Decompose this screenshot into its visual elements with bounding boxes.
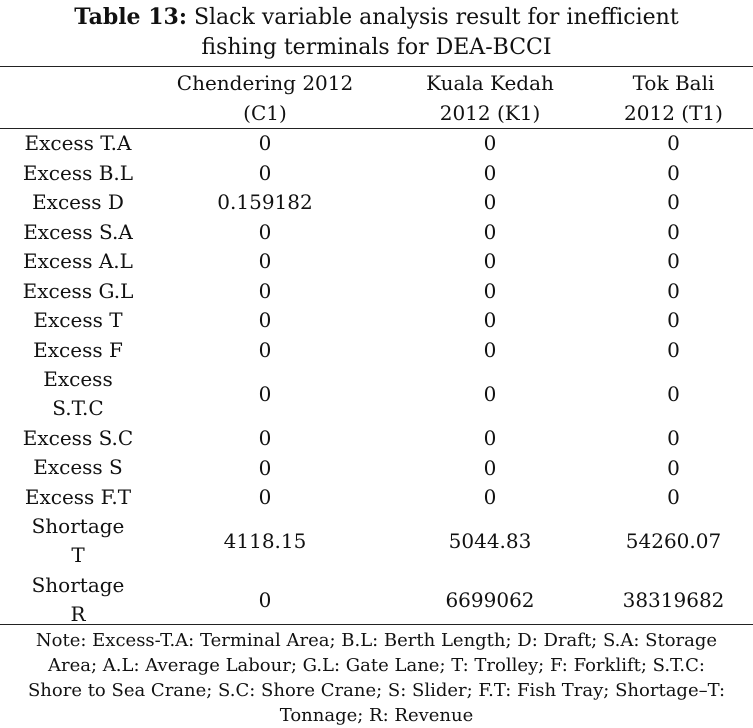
table-cell-k1: 0 (483, 160, 497, 185)
table-cell-c1: 0 (258, 278, 272, 303)
table-cell-k1: 0 (483, 337, 497, 362)
table-cell-t1: 0 (667, 426, 680, 451)
row-label-line1: Excess S (33, 455, 123, 480)
caption-line-1: Slack variable analysis result for ineff… (193, 5, 679, 30)
table-cell-k1: 0 (483, 249, 497, 274)
table-cell-c1: 0 (258, 337, 272, 362)
row-label: Shortage T (8, 512, 148, 570)
row-label: Excess F (8, 336, 148, 365)
table-cell-t1: 0 (667, 190, 680, 215)
table-cell-k1: 0 (483, 190, 497, 215)
caption-line-2: fishing terminals for DEA-BCCI (201, 35, 552, 60)
row-label: Excess G.L (8, 277, 148, 306)
column-header-c1-line2: (C1) (243, 101, 287, 125)
caption-label: Table 13: (74, 4, 187, 30)
table-cell-t1: 0 (667, 219, 680, 244)
table-cell-k1: 0 (483, 485, 497, 510)
column-header-k1: Kuala Kedah 2012 (K1) (400, 68, 580, 128)
column-header-t1: Tok Bali 2012 (T1) (596, 68, 751, 128)
row-label-line2: R (70, 602, 86, 627)
table-cell-t1: 54260.07 (625, 529, 722, 554)
table-cell-k1: 0 (483, 426, 497, 451)
row-label-line1: Excess F (33, 337, 123, 362)
table-cell-c1: 0 (258, 455, 272, 480)
row-label-line2: S.T.C (52, 396, 104, 420)
table-cell-c1: 0 (258, 131, 272, 156)
table-cell-k1: 0 (483, 381, 497, 406)
note-line-1: Note: Excess-T.A: Terminal Area; B.L: Be… (35, 630, 718, 651)
table-cell-c1: 0 (258, 485, 272, 510)
table-cell-c1: 0 (258, 588, 272, 612)
row-label-line1: Excess (43, 367, 113, 391)
note-line-4: Tonnage; R: Revenue (279, 705, 474, 726)
row-label-line2: T (71, 543, 85, 568)
header-rule (0, 128, 753, 129)
column-header-k1-line2: 2012 (K1) (439, 101, 541, 125)
row-label: Excess D (8, 188, 148, 217)
table-cell-t1: 38319682 (622, 588, 725, 612)
table-cell-t1: 0 (667, 160, 680, 185)
row-label-line1: Shortage (31, 573, 125, 598)
row-label: Excess T.A (8, 129, 148, 158)
top-rule (0, 66, 753, 67)
row-label-line1: Excess S.C (22, 425, 134, 450)
row-label: Excess S.T.C (8, 365, 148, 423)
row-label: Excess S (8, 453, 148, 482)
row-label-line1: Excess T (33, 308, 123, 332)
column-header-c1: Chendering 2012 (C1) (165, 68, 365, 128)
table-cell-c1: 0.159182 (217, 190, 313, 215)
table-cell-t1: 0 (667, 278, 680, 303)
table-cell-k1: 0 (483, 219, 497, 244)
column-header-t1-line1: Tok Bali (632, 71, 715, 95)
column-header-t1-line2: 2012 (T1) (624, 101, 723, 125)
row-label: Shortage R (8, 571, 148, 629)
table-cell-c1: 0 (258, 249, 272, 274)
row-label-line1: Shortage (31, 514, 125, 539)
column-header-k1-line1: Kuala Kedah (426, 71, 554, 95)
row-label: Excess B.L (8, 159, 148, 188)
table-cell-k1: 0 (483, 308, 497, 333)
table-cell-t1: 0 (667, 131, 680, 156)
note-line-2: Area; A.L: Average Labour; G.L: Gate Lan… (48, 655, 705, 676)
row-label: Excess T (8, 306, 148, 335)
table-cell-k1: 0 (483, 131, 497, 156)
table-cell-t1: 0 (667, 485, 680, 510)
row-label-line1: Excess A.L (23, 249, 133, 273)
row-label: Excess F.T (8, 483, 148, 512)
table-cell-t1: 0 (667, 381, 680, 406)
table-cell-c1: 0 (258, 219, 272, 244)
row-label-line1: Excess B.L (22, 160, 134, 185)
row-label: Excess S.A (8, 218, 148, 247)
row-label-line1: Excess T.A (24, 131, 132, 155)
table-note: Note: Excess-T.A: Terminal Area; B.L: Be… (20, 628, 733, 728)
table-cell-k1: 5044.83 (448, 529, 532, 554)
table-cell-t1: 0 (667, 249, 680, 274)
table-cell-c1: 0 (258, 381, 272, 406)
table-cell-k1: 6699062 (445, 588, 535, 612)
table-cell-c1: 0 (258, 426, 272, 451)
row-label: Excess A.L (8, 247, 148, 276)
row-label-line1: Excess G.L (22, 278, 134, 303)
table-cell-k1: 0 (483, 455, 497, 480)
row-label-line1: Excess D (32, 190, 124, 214)
row-label-line1: Excess F.T (24, 484, 132, 509)
table-cell-c1: 4118.15 (223, 529, 307, 554)
table-caption: Table 13: Slack variable analysis result… (0, 2, 753, 63)
table-cell-t1: 0 (667, 455, 680, 480)
table-cell-t1: 0 (667, 337, 680, 362)
bottom-rule (0, 624, 753, 625)
note-line-3: Shore to Sea Crane; S.C: Shore Crane; S:… (27, 680, 726, 701)
table-cell-c1: 0 (258, 308, 272, 333)
column-header-c1-line1: Chendering 2012 (176, 71, 354, 95)
table-cell-c1: 0 (258, 160, 272, 185)
row-label: Excess S.C (8, 424, 148, 453)
row-label-line1: Excess S.A (23, 219, 133, 244)
table-cell-k1: 0 (483, 278, 497, 303)
table-cell-t1: 0 (667, 308, 680, 333)
